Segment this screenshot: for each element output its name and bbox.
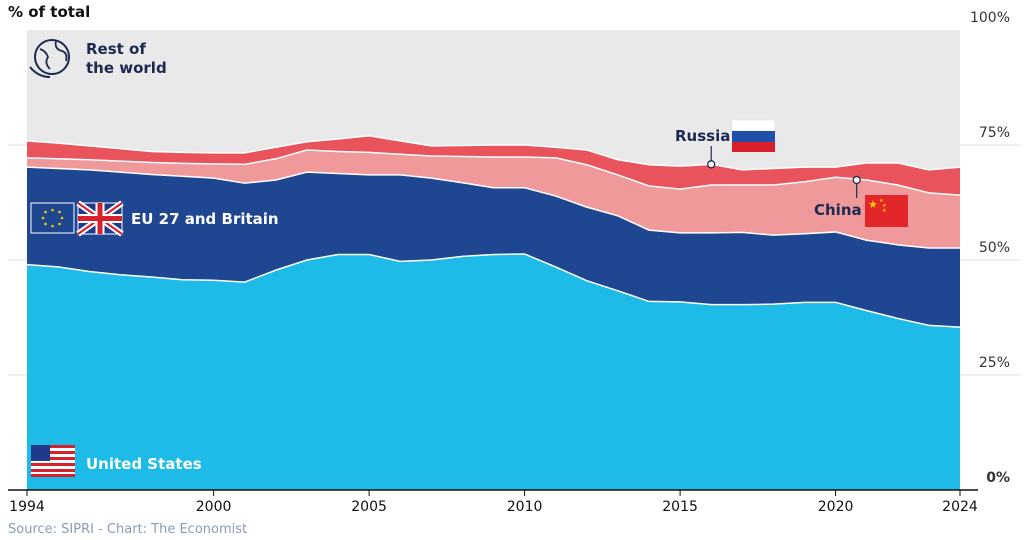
chart-title: % of total (8, 3, 90, 21)
x-tick-label: 2015 (662, 499, 698, 515)
eu-flag-icon (30, 202, 75, 234)
area-eu-27-and-britain (27, 167, 960, 328)
boundary-line (26, 135, 961, 171)
label-eu: EU 27 and Britain (131, 210, 279, 228)
globe-icon (29, 39, 70, 78)
svg-text:★: ★ (868, 198, 878, 211)
x-tick-label: 2020 (818, 499, 854, 515)
x-tick-label: 1994 (9, 499, 45, 515)
us-flag-icon (31, 445, 75, 477)
svg-text:★: ★ (879, 198, 884, 204)
label-china: China (814, 201, 862, 219)
y-axis-labels: 100% 75% 50% 25% 0% (970, 10, 1010, 486)
area-layers (26, 30, 961, 490)
russia-flag-icon (731, 119, 776, 152)
svg-text:★: ★ (882, 208, 887, 214)
y-tick-label: 100% (970, 10, 1010, 26)
y-tick-label: 25% (979, 355, 1010, 371)
china-flag-icon: ★ ★★★ (865, 195, 908, 227)
label-russia: Russia (675, 127, 730, 145)
x-tick-label: 2010 (507, 499, 543, 515)
boundary-line (26, 253, 961, 328)
x-tick-label: 2024 (942, 499, 978, 515)
y-tick-label: 50% (979, 240, 1010, 256)
y-tick-label: 0% (986, 470, 1010, 486)
source-note: Source: SIPRI - Chart: The Economist (8, 522, 247, 537)
china-marker (852, 175, 861, 185)
y-tick-label: 75% (979, 125, 1010, 141)
area-united-states (27, 254, 960, 490)
area-china (27, 150, 960, 249)
svg-text:★: ★ (882, 203, 887, 209)
boundary-line (26, 149, 961, 196)
uk-flag-icon (76, 200, 124, 237)
label-rest-line2: the world (86, 59, 167, 77)
x-tick-label: 2000 (196, 499, 232, 515)
label-us: United States (86, 455, 202, 473)
x-axis-labels: 1994 2000 2005 2010 2015 2020 2024 (9, 490, 978, 515)
russia-marker (707, 160, 716, 169)
boundary-line (26, 166, 960, 249)
area-rest-of-the-world (27, 30, 960, 170)
label-rest-line1: Rest of (86, 40, 146, 58)
x-tick-label: 2005 (351, 499, 387, 515)
gridlines (8, 144, 1020, 376)
